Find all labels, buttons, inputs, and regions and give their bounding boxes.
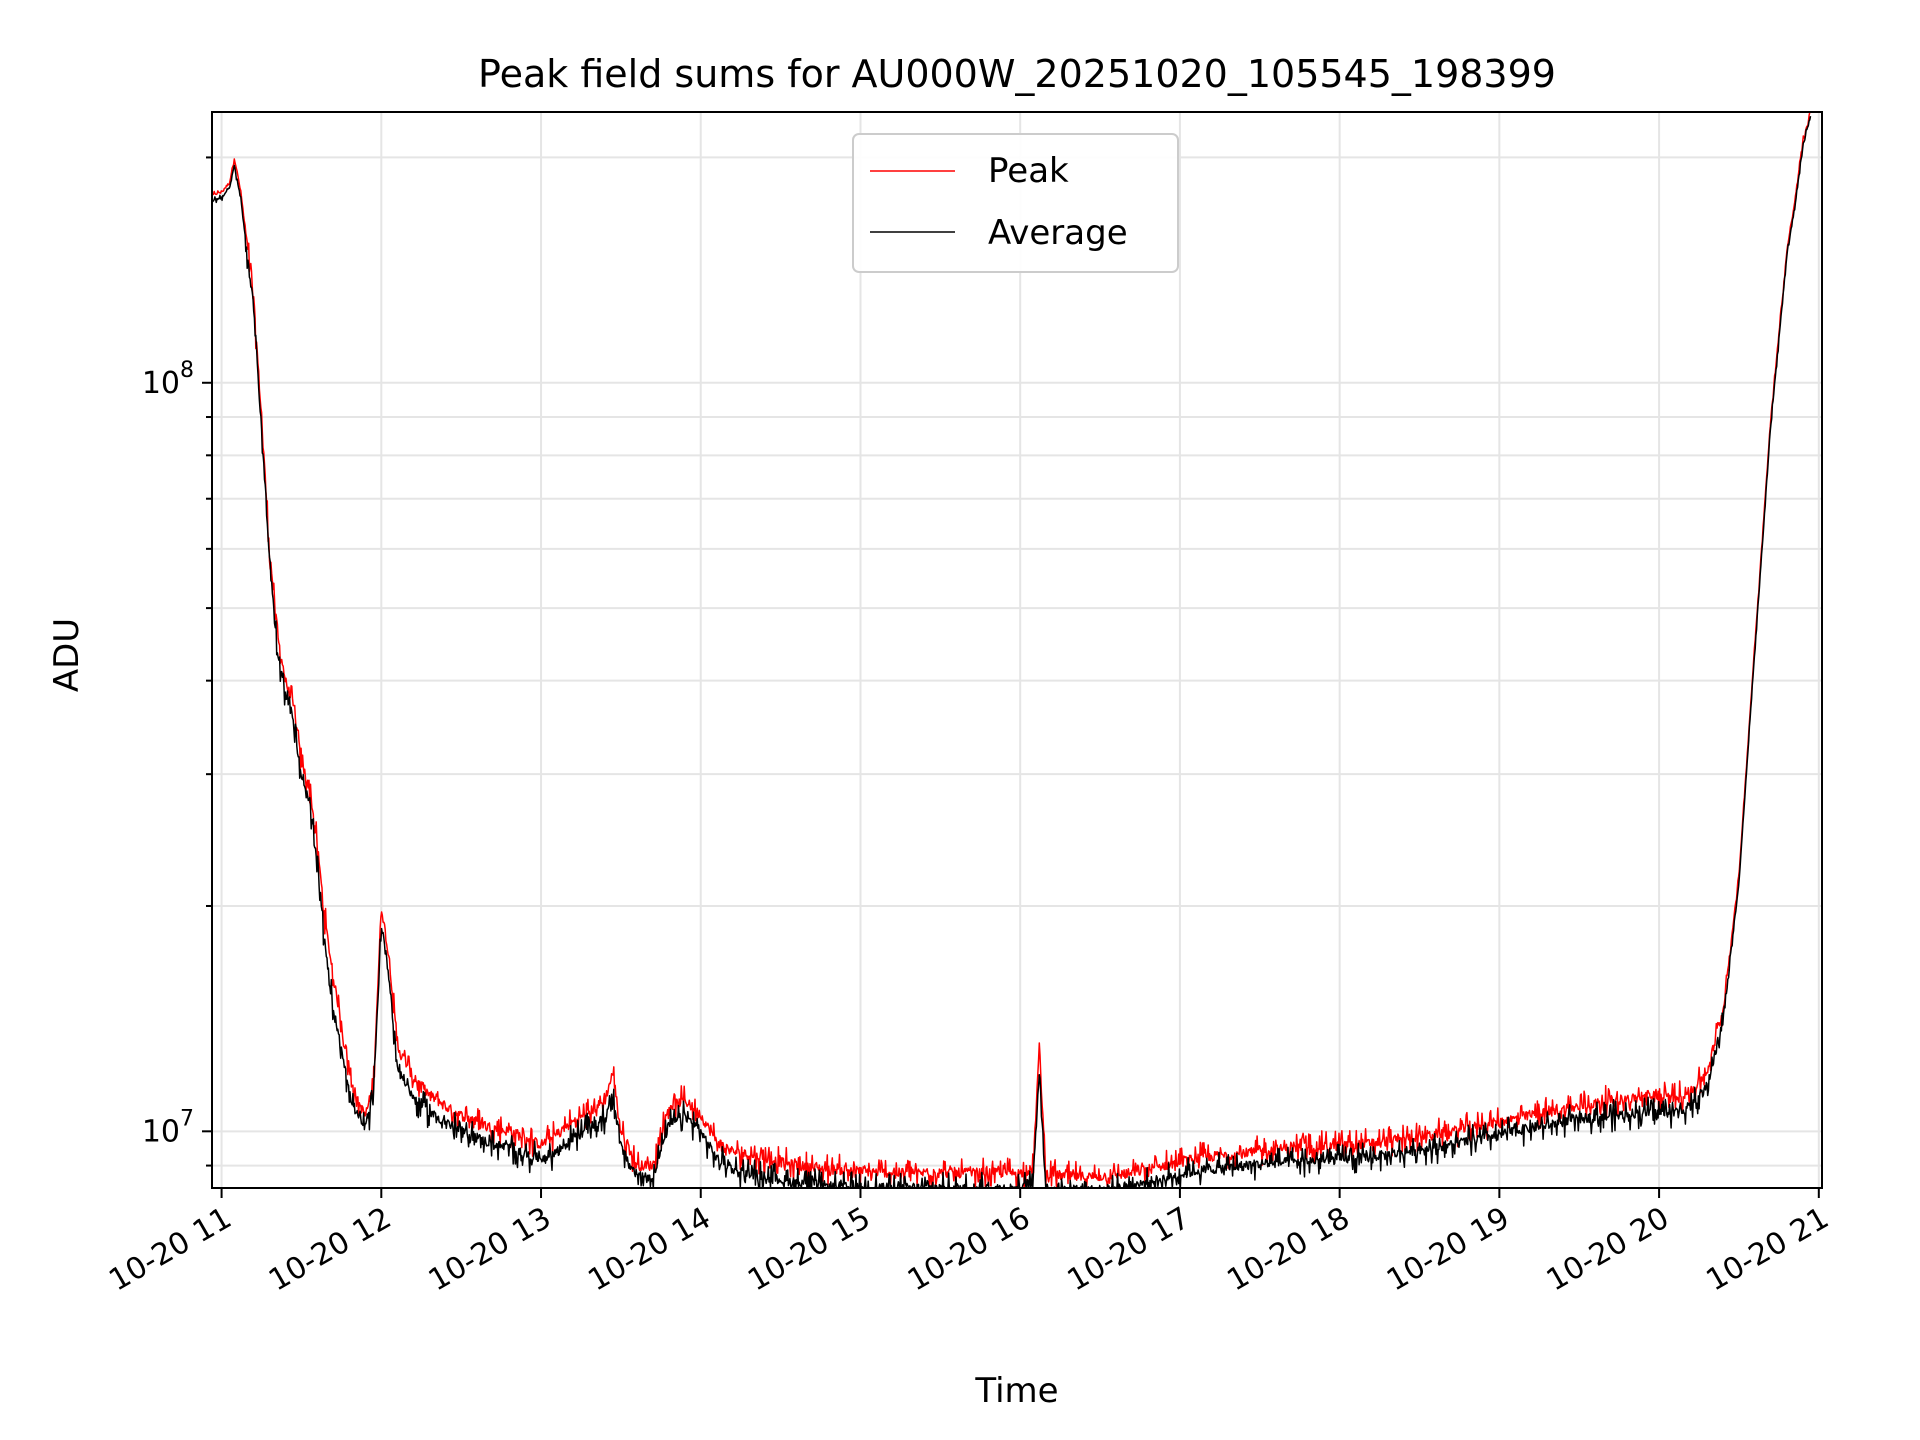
series-line-average bbox=[212, 115, 1812, 1188]
y-axis-label: ADU bbox=[47, 618, 87, 692]
legend-label-average: Average bbox=[988, 213, 1128, 253]
legend-label-peak: Peak bbox=[988, 151, 1069, 191]
series-line-peak bbox=[212, 112, 1812, 1188]
chart-title: Peak field sums for AU000W_20251020_1055… bbox=[478, 52, 1556, 96]
x-axis-label: Time bbox=[974, 1371, 1058, 1411]
grid bbox=[212, 112, 1822, 1188]
legend: Peak Average bbox=[852, 133, 1179, 273]
legend-box bbox=[852, 133, 1179, 273]
y-tick-label: 108 bbox=[142, 358, 194, 401]
y-axis: 107 108 bbox=[142, 156, 212, 1167]
plot-frame bbox=[211, 111, 1823, 1189]
y-tick-label: 107 bbox=[142, 1106, 194, 1149]
plot-area bbox=[212, 112, 1812, 1188]
